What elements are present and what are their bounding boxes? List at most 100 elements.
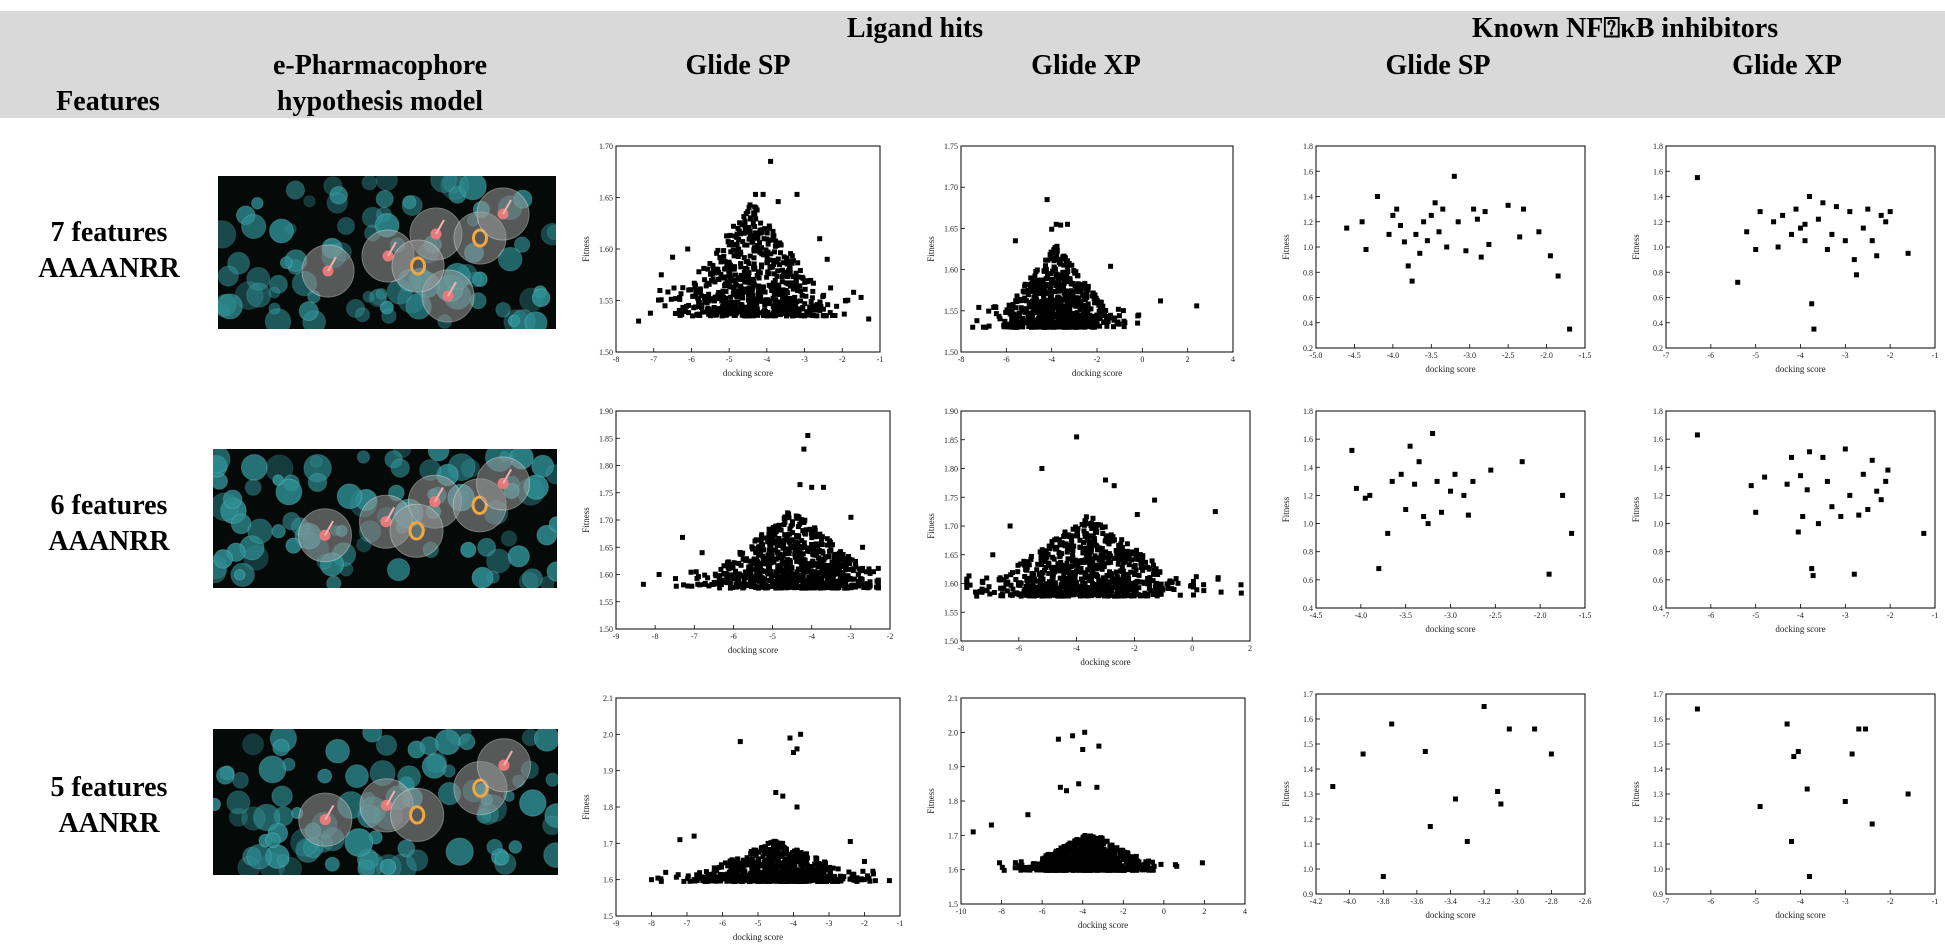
- data-point: [1004, 307, 1010, 313]
- data-point: [801, 446, 807, 452]
- data-point: [673, 576, 678, 582]
- data-point: [813, 548, 819, 554]
- data-point: [1137, 552, 1143, 558]
- data-point: [685, 583, 691, 589]
- protein-atom: [233, 569, 246, 581]
- data-point: [640, 581, 646, 587]
- data-point: [717, 585, 723, 591]
- header-ligand-xp: Glide XP: [1031, 50, 1141, 81]
- data-point: [763, 865, 769, 871]
- data-point: [1119, 551, 1124, 556]
- protein-atom: [244, 479, 262, 496]
- data-point: [1151, 863, 1157, 869]
- data-point: [775, 291, 781, 297]
- data-point: [1789, 231, 1794, 237]
- data-point: [1124, 592, 1130, 598]
- data-point: [728, 249, 734, 255]
- data-point: [765, 850, 771, 856]
- data-point: [774, 539, 780, 545]
- protein-atom: [514, 236, 531, 253]
- data-point: [778, 250, 783, 256]
- data-point: [696, 300, 702, 306]
- protein-atom: [344, 828, 374, 857]
- data-point: [1039, 277, 1044, 283]
- data-point: [756, 296, 762, 302]
- data-point: [804, 278, 810, 284]
- x-tick-label: -6: [1015, 644, 1022, 653]
- data-point: [811, 572, 817, 578]
- data-point: [1193, 574, 1199, 580]
- data-point: [1116, 313, 1122, 319]
- data-point: [1108, 584, 1114, 590]
- data-point: [1073, 584, 1078, 590]
- data-point: [794, 804, 800, 810]
- x-tick-label: -4: [1797, 611, 1804, 620]
- data-point: [847, 839, 853, 844]
- pharmacophore-features: [301, 187, 530, 323]
- data-point: [1115, 319, 1121, 325]
- data-point: [1069, 539, 1075, 545]
- data-point: [828, 877, 834, 883]
- data-point: [673, 874, 679, 880]
- data-point: [786, 878, 792, 884]
- data-point: [1064, 560, 1070, 566]
- data-point: [764, 847, 770, 852]
- data-point: [1101, 586, 1107, 592]
- data-point: [1095, 522, 1101, 527]
- data-point: [834, 585, 840, 591]
- header-band: [0, 11, 1945, 118]
- data-point: [998, 585, 1004, 591]
- data-point: [1083, 546, 1089, 552]
- data-point: [775, 568, 781, 574]
- data-point: [688, 287, 694, 293]
- data-point: [817, 585, 823, 591]
- data-point: [716, 276, 721, 282]
- data-point: [788, 568, 794, 574]
- data-point: [713, 874, 719, 880]
- acceptor-vector: [387, 241, 397, 257]
- protein-atom: [362, 729, 383, 743]
- protein-atom: [345, 764, 369, 789]
- data-point: [1101, 592, 1107, 598]
- data-point: [809, 560, 815, 566]
- data-point: [1023, 318, 1029, 324]
- data-point: [1080, 292, 1086, 298]
- x-tick-label: -1: [897, 919, 904, 928]
- x-tick-label: -8: [648, 919, 655, 928]
- data-point: [1086, 552, 1092, 558]
- data-point: [1424, 238, 1430, 244]
- data-point: [1058, 296, 1064, 302]
- data-point: [986, 584, 992, 590]
- data-point: [1160, 587, 1166, 593]
- data-point: [846, 584, 852, 590]
- data-point: [1344, 225, 1350, 231]
- data-point: [1089, 293, 1095, 299]
- data-point: [731, 242, 737, 248]
- data-point: [1008, 572, 1014, 578]
- x-tick-label: -4.5: [1310, 611, 1323, 620]
- data-point: [764, 236, 770, 242]
- data-point: [705, 877, 711, 883]
- data-point: [777, 240, 782, 246]
- data-point: [658, 272, 664, 278]
- data-point: [1019, 308, 1025, 314]
- y-tick-label: 2.1: [603, 694, 613, 703]
- data-point: [1081, 303, 1087, 308]
- data-point: [1082, 518, 1088, 524]
- data-point: [758, 552, 764, 558]
- data-point: [1031, 284, 1037, 289]
- data-point: [785, 557, 791, 563]
- x-tick-label: -1: [1932, 611, 1939, 620]
- data-point: [1078, 301, 1084, 307]
- data-point: [1824, 478, 1830, 484]
- data-point: [733, 305, 739, 310]
- data-point: [747, 233, 753, 239]
- data-point: [1157, 569, 1163, 575]
- data-point: [712, 295, 718, 301]
- data-point: [764, 274, 770, 280]
- data-point: [1465, 512, 1471, 518]
- data-point: [1042, 267, 1048, 273]
- protein-atom: [375, 288, 388, 300]
- protein-atom: [246, 844, 272, 870]
- data-point: [777, 565, 783, 571]
